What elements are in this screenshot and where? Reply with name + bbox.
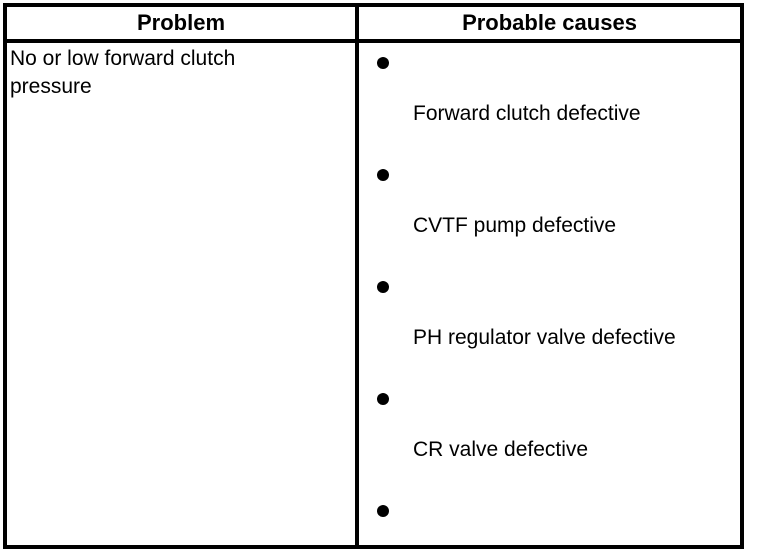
cause-text: CVTF pump defective: [413, 214, 617, 237]
bullet-icon: [377, 393, 389, 405]
troubleshooting-table: Problem Probable causes No or low forwar…: [3, 3, 744, 549]
problem-cell: No or low forward clutch pressure: [7, 43, 355, 545]
causes-column-header: Probable causes: [462, 10, 637, 35]
cause-item: Manual valve defective: [377, 505, 740, 545]
bullet-icon: [377, 169, 389, 181]
bullet-icon: [377, 505, 389, 517]
cause-text: CR valve defective: [413, 438, 589, 461]
cause-item: CVTF pump defective: [377, 169, 740, 273]
problem-text: No or low forward clutch pressure: [10, 47, 236, 98]
bullet-icon: [377, 57, 389, 69]
bullet-icon: [377, 281, 389, 293]
cause-item: PH regulator valve defective: [377, 281, 740, 385]
cause-text: Forward clutch defective: [413, 102, 641, 125]
column-divider: [355, 7, 359, 545]
problem-column-header: Problem: [136, 10, 226, 35]
cause-item: Forward clutch defective: [377, 57, 740, 161]
cause-text: PH regulator valve defective: [413, 326, 676, 349]
header-divider: [7, 39, 740, 43]
cause-item: CR valve defective: [377, 393, 740, 497]
causes-cell: Forward clutch defective CVTF pump defec…: [359, 43, 740, 545]
